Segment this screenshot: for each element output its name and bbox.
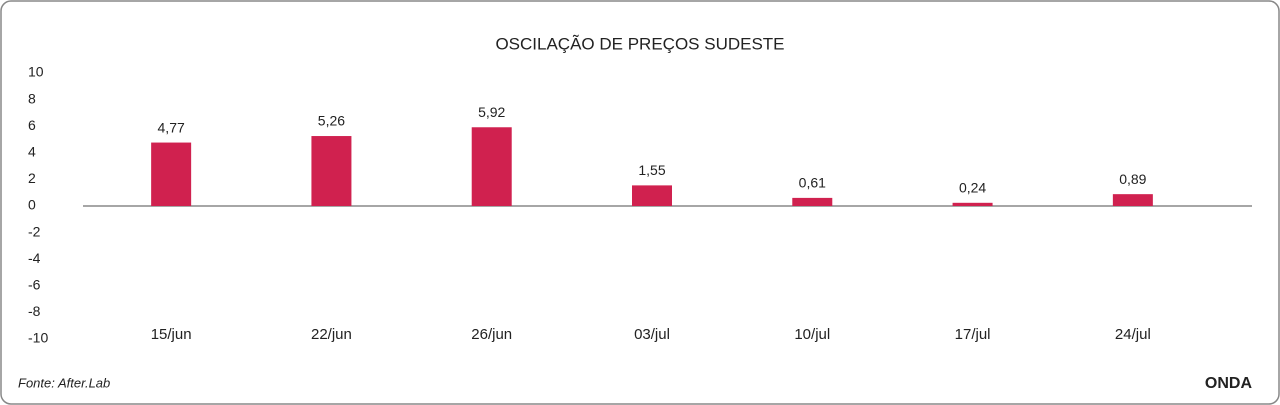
y-tick-label: 0 (28, 197, 36, 213)
x-tick-label: 24/jul (1115, 326, 1151, 343)
x-tick-label: 26/jun (471, 326, 512, 343)
x-tick-label: 03/jul (634, 326, 670, 343)
x-tick-label: 22/jun (311, 326, 352, 343)
bar (1112, 194, 1153, 206)
value-label: 0,89 (1119, 171, 1146, 187)
value-label: 1,55 (638, 162, 665, 178)
bar (471, 127, 512, 206)
y-tick-label: 2 (28, 170, 36, 186)
chart-title: OSCILAÇÃO DE PREÇOS SUDESTE (495, 34, 784, 53)
value-label: 5,92 (478, 104, 505, 120)
y-tick-label: 6 (28, 117, 36, 133)
value-label: 4,77 (158, 119, 185, 135)
bar (632, 185, 672, 206)
value-label: 5,26 (318, 113, 345, 129)
bar (311, 136, 352, 206)
x-tick-label: 17/jul (955, 326, 991, 343)
bar (952, 202, 993, 206)
y-tick-label: 10 (28, 64, 44, 80)
y-tick-label: -10 (28, 330, 48, 346)
bar (151, 142, 192, 206)
x-tick-label: 10/jul (794, 326, 830, 343)
y-tick-label: -2 (28, 223, 41, 239)
source-note: Fonte: After.Lab (18, 375, 110, 390)
x-tick-label: 15/jun (151, 326, 192, 343)
brand-logo: ONDA (1205, 375, 1253, 392)
y-tick-label: 8 (28, 90, 36, 106)
y-tick-label: -6 (28, 277, 41, 293)
value-label: 0,61 (799, 175, 826, 191)
value-label: 0,24 (959, 180, 986, 196)
y-tick-label: -4 (28, 250, 41, 266)
bar (792, 197, 833, 206)
y-tick-label: -8 (28, 303, 41, 319)
y-tick-label: 4 (28, 144, 36, 160)
